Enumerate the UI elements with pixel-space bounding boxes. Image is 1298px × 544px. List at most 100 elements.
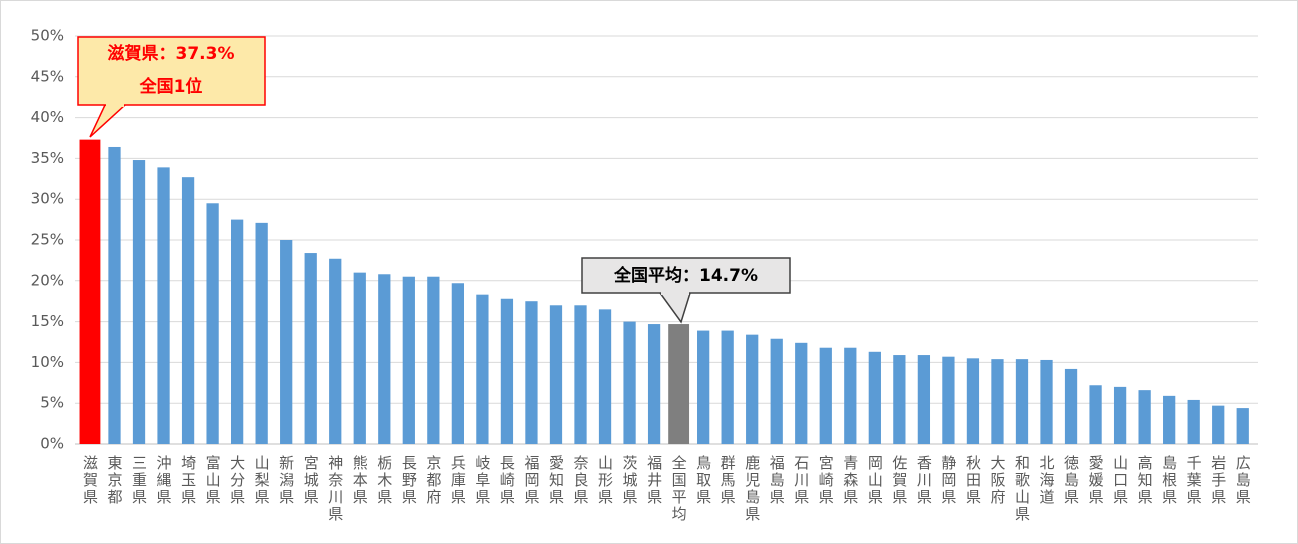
y-tick-label: 40% (31, 108, 64, 126)
x-tick-label: 神奈川県 (326, 455, 344, 523)
bar (697, 330, 710, 444)
x-tick-label: 新潟県 (277, 455, 295, 506)
annotation: 全国1位 (139, 76, 203, 97)
bar (844, 347, 857, 444)
y-tick-label: 20% (31, 271, 64, 289)
x-tick-label: 埼玉県 (179, 455, 197, 506)
bar (1113, 386, 1127, 444)
y-tick-label: 5% (40, 394, 64, 412)
x-tick-label: 静岡県 (939, 455, 957, 506)
x-tick-label: 北海道 (1038, 455, 1056, 506)
bar (1187, 399, 1200, 444)
callout-join (661, 291, 689, 295)
callout-box (581, 257, 791, 294)
x-tick-label: 石川県 (792, 455, 810, 506)
bar (868, 351, 881, 444)
x-tick-label: 東京都 (105, 455, 123, 506)
bar (427, 276, 440, 444)
y-tick-label: 50% (31, 27, 64, 45)
bar (280, 240, 293, 444)
bar (1015, 359, 1029, 444)
x-tick-label: 群馬県 (719, 455, 737, 506)
x-tick-label: 和歌山県 (1013, 455, 1031, 523)
bar (1236, 408, 1249, 444)
x-tick-label: 広島県 (1234, 455, 1252, 506)
bar (966, 358, 980, 444)
x-tick-label: 高知県 (1136, 455, 1154, 506)
y-tick-label: 35% (31, 149, 64, 167)
x-tick-label: 佐賀県 (890, 455, 908, 506)
x-tick-label: 福井県 (645, 455, 663, 506)
bar (795, 342, 808, 444)
x-tick-label: 茨城県 (621, 455, 639, 506)
bar (1089, 385, 1102, 444)
bar (402, 276, 415, 444)
bar (770, 338, 783, 444)
y-tick-label: 10% (31, 353, 64, 371)
x-tick-label: 徳島県 (1062, 455, 1080, 506)
x-tick-label: 大阪府 (988, 455, 1006, 506)
y-tick-label: 30% (31, 190, 64, 208)
bar (255, 222, 268, 444)
bar (1138, 390, 1151, 444)
grid (75, 35, 1258, 445)
x-tick-label: 千葉県 (1185, 455, 1203, 506)
bar (942, 356, 955, 444)
bar (746, 334, 759, 444)
bar (721, 330, 734, 444)
bar (647, 324, 661, 444)
labels: 0% 5% 10% 15% 20% 25% 30% 35% 40% 45% 50% 滋賀県 東京都 三重県… (31, 27, 1252, 524)
x-tick-label: 三重県 (130, 455, 148, 506)
x-tick-label: 兵庫県 (449, 455, 467, 506)
bar (623, 321, 636, 444)
bar (525, 301, 538, 444)
x-tick-label: 岡山県 (866, 455, 884, 506)
bar (79, 139, 101, 444)
callout-box (77, 36, 266, 106)
bar (500, 298, 514, 444)
x-tick-label: 福岡県 (522, 455, 540, 506)
bar (181, 177, 195, 444)
x-tick-label: 熊本県 (351, 455, 369, 506)
bar (549, 305, 563, 444)
x-tick-label: 鳥取県 (694, 454, 712, 506)
y-tick-label: 25% (31, 231, 64, 249)
bar (378, 274, 391, 444)
bar (598, 309, 612, 444)
x-tick-label: 沖縄県 (155, 455, 173, 506)
bar (108, 146, 121, 444)
x-tick-label: 島根県 (1160, 455, 1178, 506)
x-tick-label: 愛知県 (547, 455, 565, 506)
x-tick-label: 宮城県 (302, 455, 320, 506)
bars (79, 139, 1249, 445)
x-tick-label: 岐阜県 (473, 455, 491, 506)
bar (574, 305, 587, 444)
x-tick-label: 鹿児島県 (743, 455, 761, 523)
x-tick-label: 長崎県 (498, 455, 516, 506)
bar (893, 355, 906, 444)
x-tick-label: 大分県 (228, 455, 246, 506)
bar (1064, 368, 1078, 444)
x-tick-label: 秋田県 (964, 455, 982, 506)
annotation: 全国平均：14.7% (613, 265, 758, 286)
x-tick-label: 山口県 (1111, 455, 1129, 506)
x-tick-label: 福島県 (768, 455, 786, 506)
bar (1163, 395, 1176, 444)
bar (206, 203, 219, 444)
bar (1040, 359, 1053, 444)
bar (476, 294, 489, 444)
bar (329, 258, 342, 444)
bar (1212, 405, 1225, 444)
bar (304, 253, 317, 444)
x-tick-label: 奈良県 (572, 455, 590, 506)
x-tick-label: 青森県 (841, 455, 859, 506)
y-tick-label: 45% (31, 67, 64, 85)
y-tick-label: 0% (40, 435, 64, 453)
y-tick-label: 15% (31, 312, 64, 330)
x-tick-label: 全国平均 (670, 454, 688, 523)
bar (819, 347, 832, 444)
bar (991, 359, 1004, 444)
x-tick-label: 滋賀県 (81, 455, 99, 506)
x-tick-label: 長野県 (400, 455, 418, 506)
